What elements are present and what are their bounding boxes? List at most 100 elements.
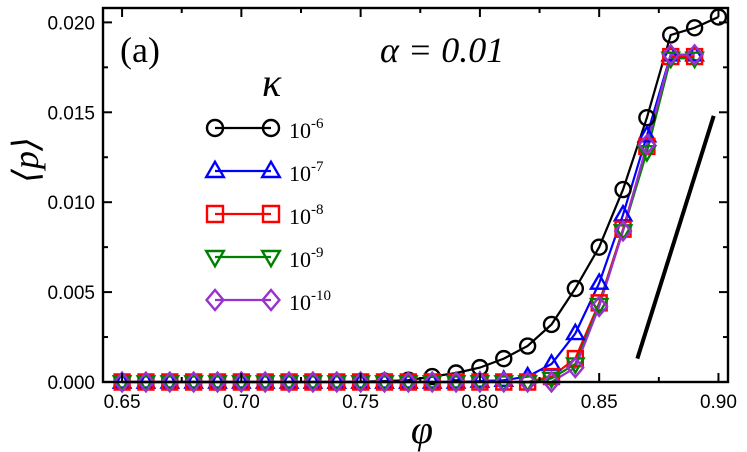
series-1-point-19 [564,322,586,341]
y-tick-label-2: 0.010 [47,193,95,214]
series-0-point-23 [662,26,680,44]
legend-label-1: 10-7 [289,159,324,186]
series-1-point-6 [254,370,276,389]
series-4-point-4 [208,370,227,394]
series-1-point-0 [111,370,133,389]
legend-label-exponent-2: -8 [311,202,324,218]
series-4-point-24 [685,43,705,66]
series-4-point-16 [494,370,514,394]
reference-slope-line [635,115,716,360]
series-4-point-19 [565,356,585,379]
series-3-point-7 [278,375,300,394]
legend-label-base-3: 10 [289,247,311,272]
series-3-point-17 [517,375,538,394]
series-4-point-12 [398,370,418,394]
series-1-point-22 [636,124,658,143]
series-4-point-2 [160,370,180,394]
series-3-point-9 [326,375,348,394]
series-1-point-20 [588,272,610,290]
legend-marker-left-0 [205,118,225,138]
series-3-point-12 [398,375,419,394]
series-0-point-14 [447,364,465,382]
series-1-point-5 [231,370,252,389]
y-tick-label-1: 0.005 [47,283,95,304]
series-0-point-18 [542,315,561,334]
series-1-point-1 [135,370,157,389]
legend-title: κ [262,60,282,105]
series-4-point-17 [518,370,538,394]
y-axis-label: ⟨p⟩ [6,137,46,183]
legend-marker-left-4 [205,288,225,312]
legend-label-4: 10-10 [289,288,331,315]
series-0-point-21 [614,180,632,199]
series-4-point-20 [589,295,609,318]
series-4-point-6 [255,370,275,394]
series-3-point-13 [421,375,443,394]
legend-marker-right-1 [260,159,282,179]
series-1-point-10 [350,370,371,389]
series-1-point-14 [445,370,467,389]
series-0-point-17 [518,337,537,355]
series-4-point-18 [542,370,561,394]
legend-label-3: 10-9 [289,245,324,272]
x-tick-label-2: 0.75 [342,392,379,413]
series-4-point-7 [279,370,299,394]
series-1-point-13 [421,370,443,389]
x-tick-label-1: 0.70 [223,392,260,413]
series-3-point-20 [588,297,610,316]
legend-label-exponent-4: -10 [311,288,331,304]
legend-marker-left-2 [205,204,225,224]
y-tick-label-3: 0.015 [47,103,95,124]
series-0-point-20 [590,238,608,256]
series-1-point-8 [302,370,324,389]
series-1-point-15 [469,370,491,388]
legend-marker-left-1 [204,159,226,179]
series-4-point-5 [231,370,251,394]
series-0-point-24 [685,19,704,37]
series-3-point-2 [159,375,181,394]
series-0-point-16 [495,349,513,368]
series-4-point-22 [637,133,657,156]
series-3-point-4 [207,375,228,394]
series-1-point-9 [326,370,348,389]
series-1-point-3 [183,370,204,389]
series-4-point-23 [661,43,681,66]
legend-marker-right-3 [260,249,282,269]
x-tick-label-0: 0.65 [104,392,141,413]
series-3-point-21 [612,224,634,242]
y-tick-label-4: 0.020 [47,13,95,34]
legend-label-base-1: 10 [289,161,311,186]
series-4-point-0 [112,370,132,394]
series-3-point-6 [254,375,276,394]
legend-label-base-4: 10 [289,290,311,315]
series-0-point-19 [566,279,585,298]
x-tick-label-3: 0.80 [461,392,498,413]
legend-label-2: 10-8 [289,202,324,229]
legend-label-exponent-0: -6 [311,116,324,132]
series-line-0 [122,15,719,384]
axes: 0.65 0.70 0.75 0.80 0.85 0.90 0.000 0.005 0.010 0… [47,6,737,413]
chart-text: (a) α = 0.01 κ φ ⟨p⟩ [6,30,504,452]
legend-label-base-0: 10 [289,118,311,143]
legend-marker-right-4 [261,288,281,312]
series-4-point-1 [136,370,156,394]
plot-frame [101,6,730,384]
series-4-point-14 [446,370,466,394]
series-4-point-9 [327,370,347,394]
series-4-point-21 [613,219,633,243]
legend-label-exponent-1: -7 [311,159,324,175]
legend-marker-left-3 [204,249,226,269]
legend-marker-right-2 [261,204,281,224]
legend-marker-right-0 [261,118,281,138]
series-1-point-12 [398,370,419,389]
x-tick-label-5: 0.90 [700,392,737,413]
series-4-point-15 [470,370,490,394]
x-axis-label: φ [411,407,433,452]
series-4-point-11 [375,370,394,394]
series-3-point-8 [302,375,324,394]
series-3-point-16 [493,375,515,394]
series-1-point-7 [278,370,300,389]
series-3-point-1 [135,375,157,394]
series-4-point-3 [184,370,204,394]
legend: 10-610-710-810-910-10 [204,116,331,315]
